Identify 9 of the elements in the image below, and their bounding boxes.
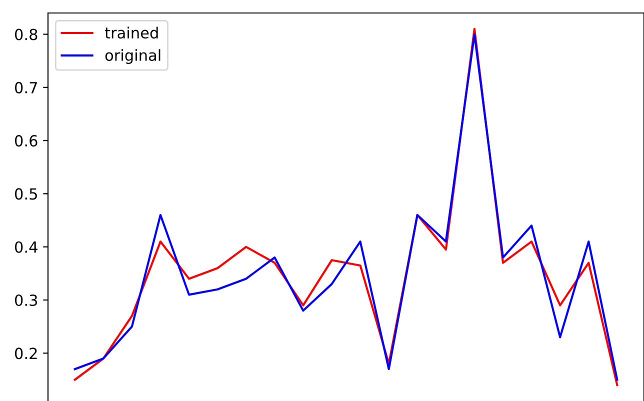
legend-label: original [105,49,160,64]
y-tick-label: 0.2 [14,348,37,360]
y-tick-label: 0.7 [14,82,37,94]
y-tick-label: 0.5 [14,188,37,200]
y-tick-label: 0.8 [14,28,38,40]
legend-label: trained [104,26,158,39]
y-tick-label: 0.3 [14,294,38,306]
y-tick-label: 0.4 [14,241,38,253]
y-tick-label: 0.6 [14,135,38,147]
